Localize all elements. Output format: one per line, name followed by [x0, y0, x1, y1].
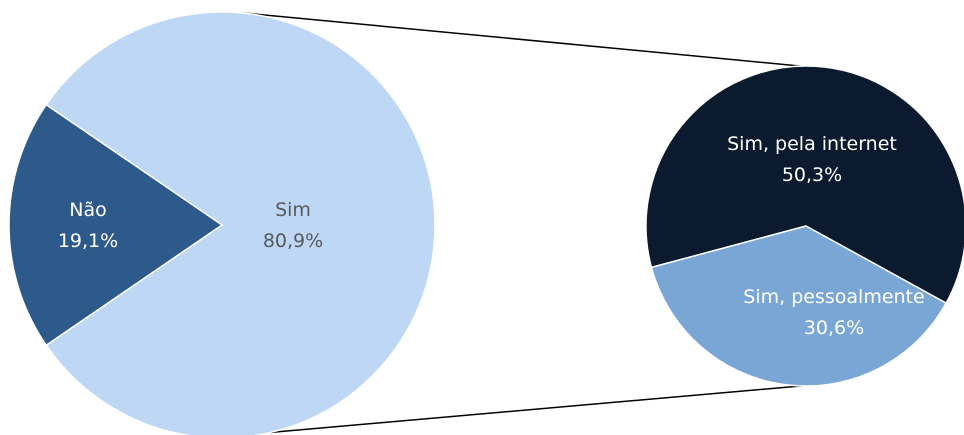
slice-sim [45, 11, 436, 435]
label-pessoalmente-value: 30,6% [804, 317, 864, 339]
label-internet-value: 50,3% [782, 164, 842, 186]
slice-nao [8, 103, 224, 347]
label-pessoalmente-name: Sim, pessoalmente [743, 286, 924, 308]
label-internet-name: Sim, pela internet [727, 133, 897, 155]
label-sim-name: Sim [275, 199, 311, 221]
main-pie [8, 11, 436, 435]
slice-sim-pela-internet [645, 65, 964, 305]
label-sim-value: 80,9% [263, 230, 323, 252]
connector-lines [243, 12, 813, 434]
label-nao-value: 19,1% [58, 230, 118, 252]
breakdown-pie [645, 65, 964, 387]
slice-sim-pessoalmente [650, 225, 948, 387]
connector-bottom [263, 384, 813, 434]
label-nao-name: Não [69, 199, 106, 221]
connector-top [243, 12, 811, 68]
